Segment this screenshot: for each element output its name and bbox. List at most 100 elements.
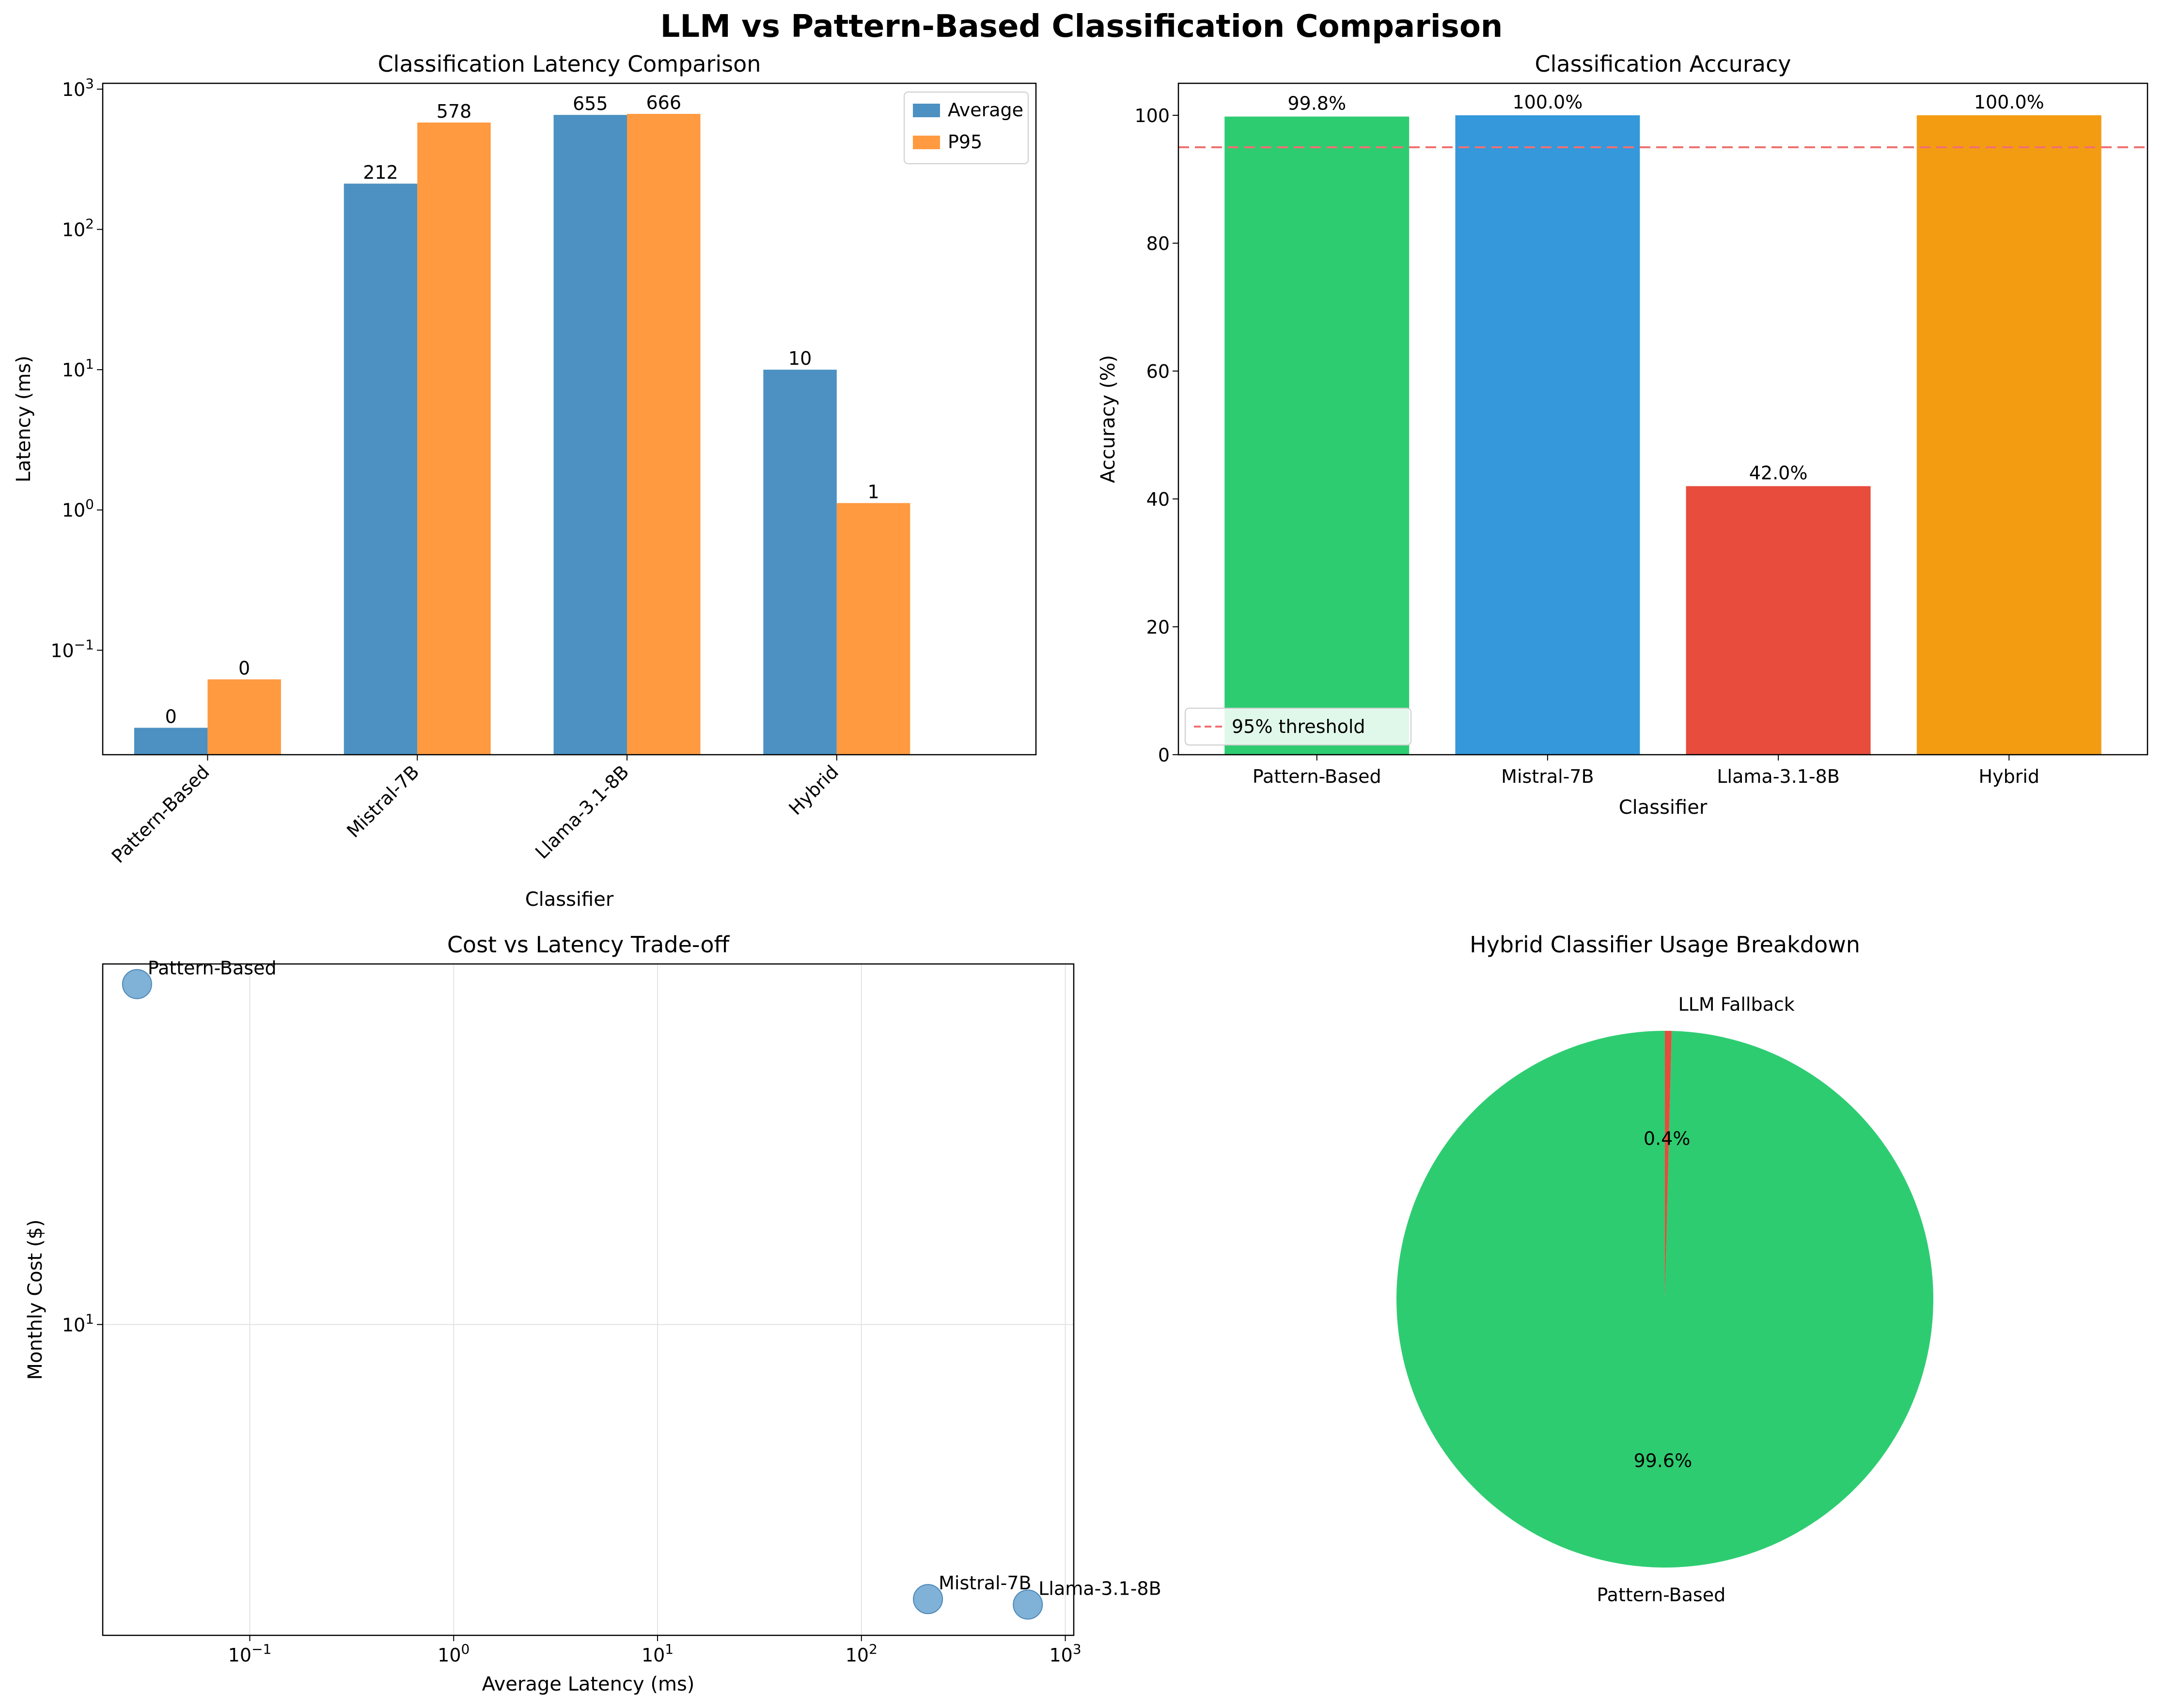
accuracy-chart-title: Classification Accuracy (1535, 51, 1791, 77)
accuracy-bar (1916, 115, 2101, 755)
x-tick-label-base: 10 (228, 1645, 251, 1666)
accuracy-y-axis-label: Accuracy (%) (1097, 355, 1119, 483)
cost-latency-title: Cost vs Latency Trade-off (447, 932, 730, 958)
x-tick-label: 100 (438, 1641, 470, 1666)
y-tick-label-exponent: 2 (85, 216, 94, 232)
pie-slice-percent: 99.6% (1633, 1450, 1692, 1471)
latency-legend: Average P95 (904, 92, 1029, 164)
latency-bar-average (553, 115, 627, 755)
y-tick-label: 100 (1134, 105, 1170, 126)
pie-title: Hybrid Classifier Usage Breakdown (1470, 932, 1860, 958)
accuracy-plot-frame (1177, 82, 2148, 756)
accuracy-bar-value-label: 100.0% (1512, 92, 1583, 113)
figure-title: LLM vs Pattern-Based Classification Comp… (660, 9, 1503, 45)
y-tick-label-base: 10 (62, 500, 85, 521)
accuracy-bar (1455, 115, 1640, 755)
accuracy-bar-value-label: 42.0% (1749, 463, 1808, 484)
accuracy-chart-panel: Classification Accuracy 99.8% Pattern-Base… (1097, 51, 2148, 819)
latency-bar-average (134, 728, 208, 755)
y-tick-label: 103 (62, 76, 94, 100)
cost-latency-y-axis-label: Monthly Cost ($) (24, 1219, 47, 1380)
y-tick-label: 10−1 (50, 637, 94, 661)
pie-slice (1665, 1031, 1672, 1299)
y-tick-label: 80 (1146, 233, 1170, 254)
x-tick-label-exponent: 0 (461, 1641, 470, 1657)
latency-bar-value-label: 1 (867, 481, 879, 502)
x-tick-label: 103 (1049, 1641, 1081, 1666)
legend-threshold-label: 95% threshold (1232, 716, 1365, 737)
latency-bar-value-label: 0 (238, 657, 250, 679)
x-tick-label: 10−1 (228, 1641, 272, 1666)
legend-box (1185, 708, 1411, 745)
accuracy-x-axis-label: Classifier (1619, 796, 1708, 819)
y-tick-label: 40 (1146, 489, 1170, 510)
x-tick-label: Pattern-Based (1253, 766, 1381, 787)
y-tick-label-base: 10 (62, 79, 85, 100)
latency-bar-value-label: 212 (363, 162, 398, 183)
pie-slice (1396, 1031, 1933, 1568)
y-tick-label: 101 (62, 1311, 94, 1335)
x-tick-label-exponent: 2 (869, 1641, 878, 1657)
accuracy-legend: 95% threshold (1185, 708, 1411, 745)
legend-swatch-p95 (913, 136, 940, 149)
accuracy-bar-value-label: 100.0% (1974, 92, 2044, 113)
legend-swatch-average (913, 104, 940, 117)
y-tick-label: 0 (1158, 745, 1170, 766)
scatter-point (1013, 1589, 1043, 1620)
y-tick-label: 60 (1146, 361, 1170, 382)
latency-bar-value-label: 578 (437, 101, 472, 122)
legend-label-p95: P95 (948, 131, 982, 153)
latency-bar-value-label: 655 (573, 93, 608, 114)
y-tick-label-base: 10 (62, 219, 85, 241)
x-tick-label-exponent: 3 (1073, 1641, 1082, 1657)
x-tick-label-base: 10 (438, 1645, 461, 1666)
pie-slice-percent: 0.4% (1644, 1128, 1691, 1149)
x-tick-label-base: 10 (1049, 1645, 1072, 1666)
latency-bar-p95 (627, 114, 701, 755)
latency-bar-value-label: 666 (646, 92, 681, 113)
y-tick-label-exponent: 0 (85, 497, 94, 512)
x-tick-label-exponent: 1 (665, 1641, 674, 1657)
x-tick-label: Hybrid (1979, 766, 2040, 787)
scatter-point (122, 969, 152, 999)
latency-x-axis-label: Classifier (525, 888, 614, 911)
latency-bar-p95 (417, 122, 491, 755)
latency-bar-average (763, 370, 837, 755)
pie-slice-label: Pattern-Based (1597, 1584, 1725, 1605)
x-tick-label: Llama-3.1-8B (1717, 766, 1839, 787)
accuracy-bar (1686, 486, 1871, 755)
y-tick-label: 101 (62, 356, 94, 381)
x-tick-label-exponent: −1 (251, 1641, 271, 1657)
cost-latency-x-axis-label: Average Latency (ms) (482, 1673, 695, 1695)
accuracy-bar-value-label: 99.8% (1287, 93, 1346, 114)
y-tick-label: 102 (62, 216, 94, 241)
x-tick-label-base: 10 (846, 1645, 869, 1666)
scatter-point (913, 1584, 943, 1615)
latency-plot-frame (102, 82, 1037, 756)
latency-chart-title: Classification Latency Comparison (378, 51, 761, 77)
latency-bar-average (344, 184, 418, 755)
y-tick-label-exponent: 3 (85, 76, 94, 92)
x-tick-label-base: 10 (642, 1645, 665, 1666)
latency-y-axis-label: Latency (ms) (13, 356, 35, 482)
scatter-point-label: Pattern-Based (148, 958, 277, 979)
x-tick-label: 101 (642, 1641, 674, 1666)
y-tick-label-exponent: 1 (85, 356, 94, 372)
latency-bar-value-label: 10 (788, 348, 812, 369)
x-tick-label: 102 (846, 1641, 878, 1666)
cost-latency-plot-frame (102, 963, 1075, 1636)
y-tick-label: 20 (1146, 617, 1170, 638)
y-tick-label-base: 10 (62, 1314, 85, 1335)
pie-slice-label: LLM Fallback (1678, 994, 1795, 1015)
y-tick-label-base: 10 (50, 640, 74, 661)
scatter-point-label: Mistral-7B (939, 1572, 1031, 1594)
accuracy-bar (1224, 116, 1410, 755)
scatter-point-label: Llama-3.1-8B (1038, 1578, 1161, 1599)
y-tick-label-exponent: −1 (74, 637, 94, 652)
y-tick-label: 100 (62, 497, 94, 521)
y-tick-label-base: 10 (62, 359, 85, 381)
latency-bar-value-label: 0 (165, 706, 177, 727)
latency-chart-panel: Classification Latency Comparison00Patte… (13, 51, 1037, 911)
